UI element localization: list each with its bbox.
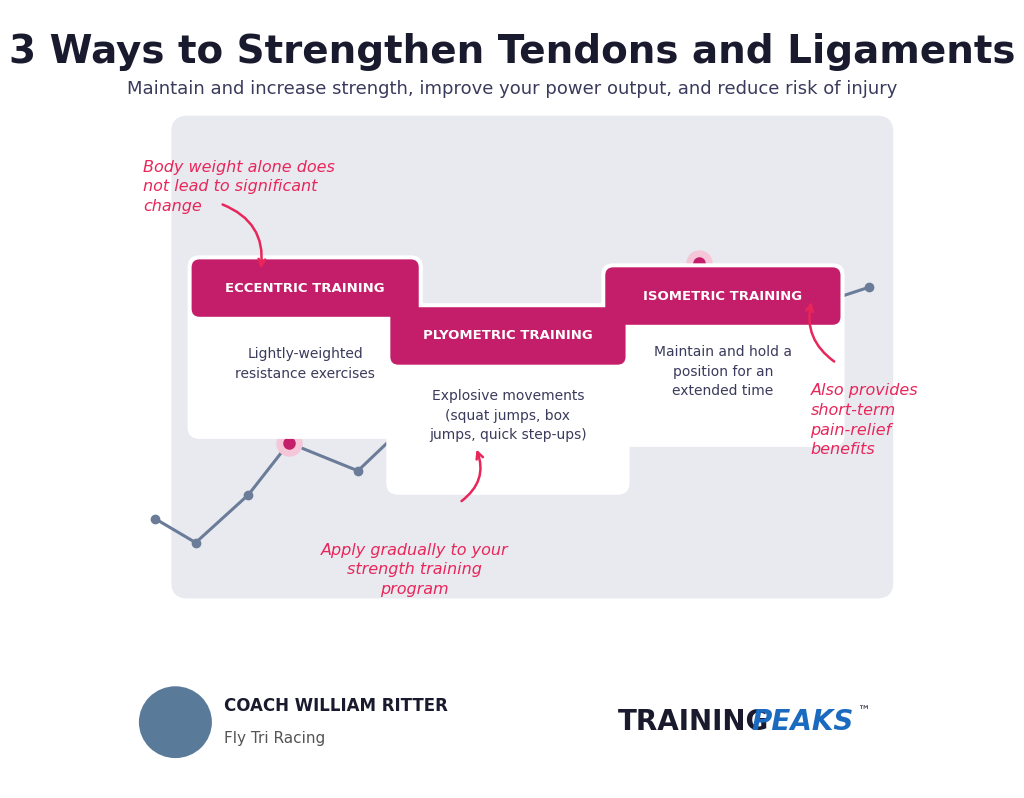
Text: ISOMETRIC TRAINING: ISOMETRIC TRAINING bbox=[643, 290, 803, 302]
Text: Lightly-weighted
resistance exercises: Lightly-weighted resistance exercises bbox=[236, 347, 375, 381]
FancyBboxPatch shape bbox=[601, 263, 845, 447]
Text: Maintain and increase strength, improve your power output, and reduce risk of in: Maintain and increase strength, improve … bbox=[127, 81, 897, 98]
Circle shape bbox=[139, 686, 212, 758]
Bar bbox=[398, 336, 617, 357]
Text: Also provides
short-term
pain-relief
benefits: Also provides short-term pain-relief ben… bbox=[810, 383, 919, 457]
FancyArrowPatch shape bbox=[222, 204, 265, 266]
Text: PEAKS: PEAKS bbox=[752, 708, 854, 737]
Text: Body weight alone does
not lead to significant
change: Body weight alone does not lead to signi… bbox=[143, 160, 335, 214]
FancyBboxPatch shape bbox=[171, 116, 893, 598]
FancyArrowPatch shape bbox=[462, 452, 483, 501]
Text: Maintain and hold a
position for an
extended time: Maintain and hold a position for an exte… bbox=[654, 346, 792, 398]
FancyArrowPatch shape bbox=[806, 305, 835, 361]
Bar bbox=[613, 296, 833, 317]
FancyBboxPatch shape bbox=[390, 307, 626, 365]
Text: PLYOMETRIC TRAINING: PLYOMETRIC TRAINING bbox=[423, 330, 593, 342]
Text: Explosive movements
(squat jumps, box
jumps, quick step-ups): Explosive movements (squat jumps, box ju… bbox=[429, 389, 587, 442]
Text: 3 Ways to Strengthen Tendons and Ligaments: 3 Ways to Strengthen Tendons and Ligamen… bbox=[9, 33, 1015, 71]
FancyBboxPatch shape bbox=[191, 259, 419, 317]
Text: ™: ™ bbox=[857, 705, 869, 718]
FancyBboxPatch shape bbox=[386, 303, 630, 495]
Text: Fly Tri Racing: Fly Tri Racing bbox=[224, 731, 326, 745]
Text: COACH WILLIAM RITTER: COACH WILLIAM RITTER bbox=[224, 697, 447, 715]
FancyBboxPatch shape bbox=[605, 267, 841, 325]
Text: TRAINING: TRAINING bbox=[617, 708, 769, 737]
Bar bbox=[200, 288, 411, 309]
Text: ECCENTRIC TRAINING: ECCENTRIC TRAINING bbox=[225, 282, 385, 294]
Text: Apply gradually to your
strength training
program: Apply gradually to your strength trainin… bbox=[321, 543, 509, 597]
FancyBboxPatch shape bbox=[187, 255, 423, 439]
